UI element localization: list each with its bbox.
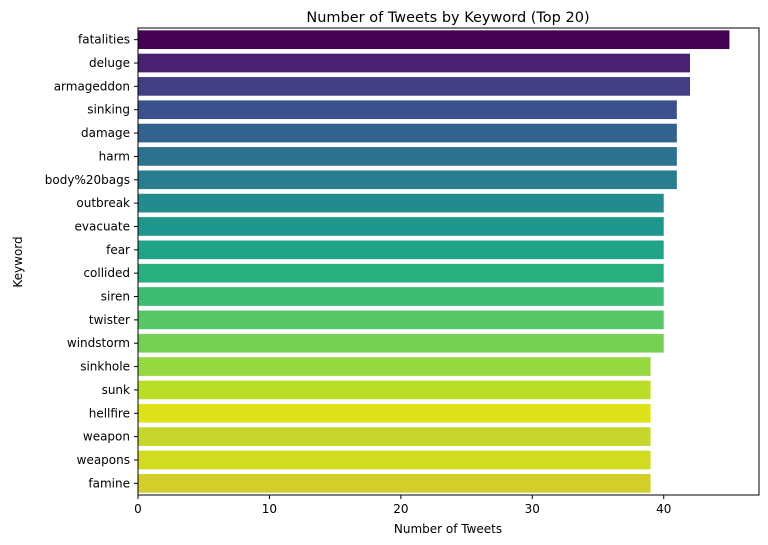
bar-weapon <box>138 427 651 446</box>
chart-title: Number of Tweets by Keyword (Top 20) <box>306 10 589 26</box>
y-tick-label: fatalities <box>78 33 130 47</box>
y-tick-label: evacuate <box>75 219 130 233</box>
x-axis-label: Number of Tweets <box>394 522 502 536</box>
y-tick-label: harm <box>99 149 130 163</box>
x-tick-label: 20 <box>393 502 408 516</box>
bars-group <box>138 30 730 493</box>
y-tick-label: weapons <box>77 453 130 467</box>
plot-frame <box>137 27 760 496</box>
y-axis-label: Keyword <box>11 236 25 287</box>
y-tick-label: windstorm <box>67 336 130 350</box>
x-ticks: 0 10 20 30 40 <box>134 495 671 516</box>
y-tick-label: hellfire <box>89 406 130 420</box>
bar-sinkhole <box>138 357 651 376</box>
y-tick-label: sinkhole <box>80 360 130 374</box>
bar-sinking <box>138 100 677 120</box>
bar-twister <box>138 310 664 330</box>
bar-windstorm <box>138 333 664 353</box>
y-tick-label: deluge <box>89 56 130 70</box>
y-tick-label: siren <box>101 290 130 304</box>
bar-hellfire <box>138 403 651 423</box>
bar-damage <box>138 123 677 143</box>
y-tick-label: outbreak <box>76 196 130 210</box>
x-tick-label: 10 <box>262 502 277 516</box>
y-tick-label: fear <box>106 243 130 257</box>
y-tick-label: armageddon <box>54 79 130 93</box>
bar-sunk <box>138 380 651 400</box>
y-tick-label: sunk <box>102 383 130 397</box>
y-tick-label: famine <box>88 476 130 490</box>
y-tick-label: body%20bags <box>45 173 130 187</box>
bar-evacuate <box>138 217 664 236</box>
y-tick-label: twister <box>89 313 130 327</box>
y-tick-label: sinking <box>87 103 130 117</box>
bar-siren <box>138 287 664 306</box>
y-tick-label: damage <box>81 126 130 140</box>
x-tick-label: 0 <box>134 502 142 516</box>
bar-harm <box>138 147 677 166</box>
y-tick-label: collided <box>83 266 130 280</box>
bar-body-20bags <box>138 170 677 190</box>
bar-famine <box>138 473 651 493</box>
x-tick-label: 30 <box>525 502 540 516</box>
bar-deluge <box>138 53 690 73</box>
x-tick-label: 40 <box>656 502 671 516</box>
bar-weapons <box>138 450 651 470</box>
bar-armageddon <box>138 77 690 96</box>
y-tick-labels: fatalities deluge armageddon sinking damage h… <box>45 33 138 490</box>
bar-fatalities <box>138 30 730 50</box>
bar-fear <box>138 240 664 260</box>
y-tick-label: weapon <box>83 430 130 444</box>
bar-collided <box>138 263 664 283</box>
bar-outbreak <box>138 193 664 213</box>
